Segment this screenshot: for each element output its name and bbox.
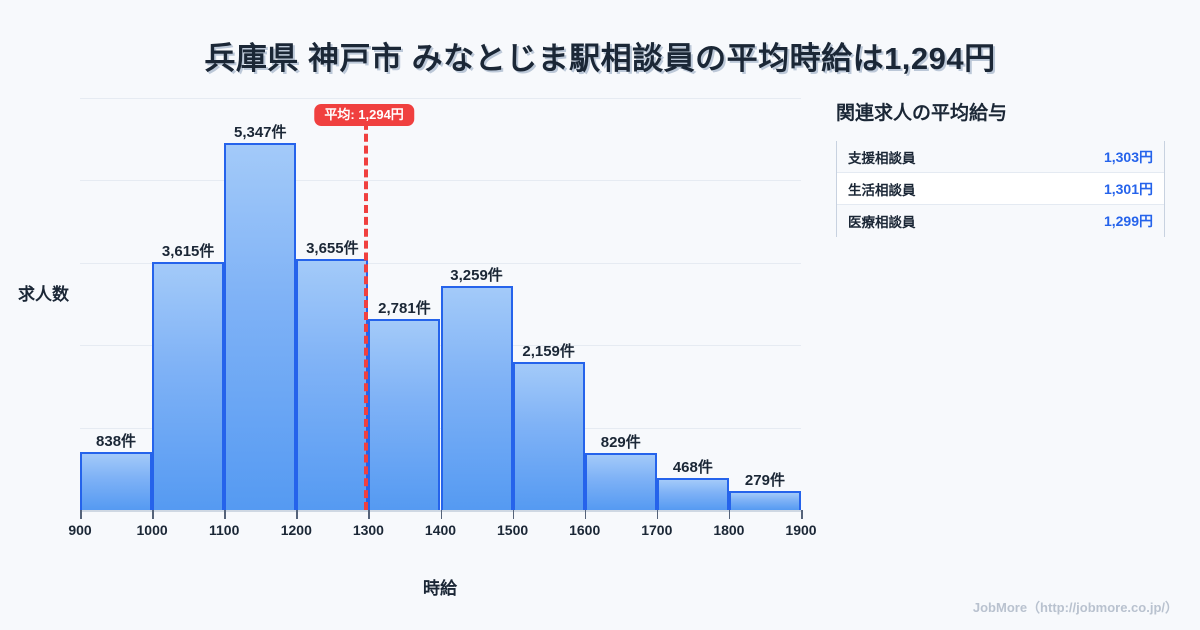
- related-salary-title: 関連求人の平均給与: [836, 103, 1008, 124]
- x-tick-label: 1400: [424, 522, 457, 538]
- table-row[interactable]: 支援相談員 1,303円: [837, 141, 1164, 173]
- related-job-name: 生活相談員: [848, 182, 916, 198]
- related-job-name: 医療相談員: [848, 215, 916, 230]
- bar-value-label: 2,781件: [378, 300, 431, 318]
- table-row[interactable]: 医療相談員 1,299円: [837, 205, 1164, 237]
- bar: [656, 477, 729, 510]
- x-tick-mark: [80, 510, 82, 519]
- x-tick-label: 1900: [785, 522, 817, 538]
- x-tick-mark: [152, 510, 154, 519]
- x-tick-label: 1300: [352, 522, 384, 538]
- bar: [728, 490, 801, 510]
- table-row[interactable]: 生活相談員 1,301円: [837, 173, 1164, 205]
- bar-value-label: 3,655件: [306, 240, 359, 258]
- plot-area: [80, 98, 801, 510]
- gridline: [80, 98, 801, 99]
- x-tick-label: 1100: [209, 522, 240, 538]
- x-tick-label: 1700: [641, 522, 673, 538]
- bar: [296, 259, 369, 510]
- gridline: [80, 262, 801, 264]
- watermark: JobMore（http://jobmore.co.jp/）: [972, 600, 1178, 615]
- x-tick-mark: [512, 510, 515, 519]
- x-tick-mark: [801, 510, 803, 519]
- x-tick-mark: [368, 510, 370, 519]
- bar: [584, 453, 657, 510]
- x-tick-mark: [656, 510, 659, 519]
- x-axis-title: 時給: [423, 579, 457, 598]
- x-tick-mark: [728, 510, 731, 519]
- bar-value-label: 3,615件: [161, 242, 215, 260]
- bar: [368, 319, 441, 510]
- related-job-salary: 1,299円: [1103, 213, 1153, 229]
- x-tick-label: 1000: [136, 522, 168, 538]
- related-salary-table: 支援相談員 1,303円生活相談員 1,301円医療相談員 1,299円: [836, 141, 1165, 237]
- x-tick-mark: [296, 510, 298, 519]
- x-tick-label: 1800: [713, 522, 745, 538]
- gridline: [80, 180, 801, 182]
- bar: [224, 142, 297, 510]
- mean-badge: 平均: 1,294円: [314, 104, 414, 126]
- bar-value-label: 468件: [672, 458, 713, 476]
- bar: [440, 286, 513, 510]
- x-tick-mark: [584, 510, 587, 519]
- bar: [152, 261, 225, 510]
- related-salary-panel: 関連求人の平均給与 支援相談員 1,303円生活相談員 1,301円医療相談員 1,2…: [836, 98, 1176, 237]
- x-tick-mark: [440, 510, 442, 519]
- y-axis-title: 求人数: [18, 285, 69, 304]
- page-title: 兵庫県 神戸市 みなとじま駅相談員の平均時給は1,294円: [204, 41, 996, 76]
- x-tick-label: 1600: [569, 522, 601, 538]
- bar-value-label: 279件: [744, 471, 785, 489]
- bar-value-label: 2,159件: [522, 342, 575, 360]
- bar: [512, 361, 585, 510]
- mean-line: [364, 110, 369, 510]
- x-tick-label: 900: [68, 522, 92, 538]
- histogram-chart: 900 1000 1100 1200 1300 1400 1500 1600 1700 1800 1…: [18, 98, 817, 598]
- x-tick-mark: [224, 510, 226, 519]
- bar-value-label: 838件: [96, 433, 137, 451]
- bar: [80, 452, 153, 510]
- x-tick-label: 1200: [280, 522, 312, 538]
- bar-value-label: 3,259件: [450, 267, 503, 285]
- bar-value-label: 829件: [600, 434, 641, 452]
- x-tick-label: 1500: [497, 522, 529, 538]
- related-job-salary: 1,301円: [1103, 180, 1153, 197]
- related-job-name: 支援相談員: [848, 150, 916, 166]
- bar-value-label: 5,347件: [233, 123, 287, 141]
- related-job-salary: 1,303円: [1103, 148, 1153, 165]
